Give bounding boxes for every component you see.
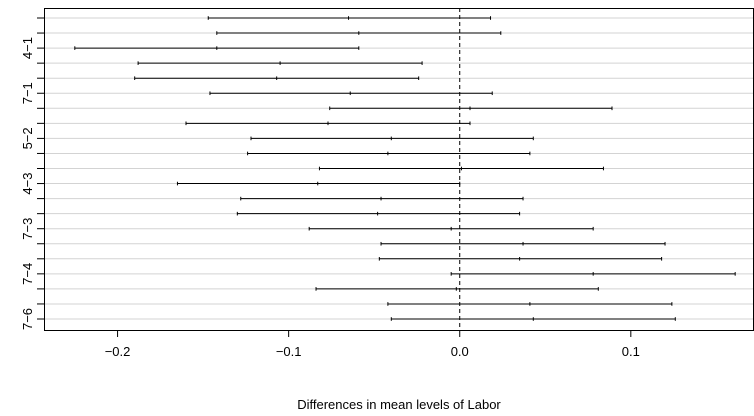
interval-row xyxy=(240,196,524,201)
y-tick-label: 5−2 xyxy=(20,127,35,149)
interval-row xyxy=(207,16,492,20)
interval-row xyxy=(380,241,666,246)
y-tick-label: 4−1 xyxy=(20,37,35,59)
x-tick-label: 0.1 xyxy=(622,344,640,359)
interval-row xyxy=(329,106,613,111)
y-tick-label: 7−3 xyxy=(20,218,35,240)
x-tick-label: −0.2 xyxy=(105,344,131,359)
y-axis: 4−1 7−1 5−2 4−3 7−3 7−4 7−6 xyxy=(20,17,44,330)
x-tick-label: 0.0 xyxy=(451,344,469,359)
interval-row xyxy=(390,317,676,321)
interval-row xyxy=(185,121,471,126)
interval-row xyxy=(450,272,736,276)
interval-row xyxy=(250,136,534,141)
y-tick-label: 7−1 xyxy=(20,82,35,104)
plot-frame xyxy=(44,8,754,331)
interval-row xyxy=(216,31,502,35)
x-axis-title: Differences in mean levels of Labor xyxy=(297,397,501,412)
interval-row xyxy=(378,257,663,261)
interval-row xyxy=(247,151,531,156)
interval-row xyxy=(74,46,360,50)
y-tick-label: 7−4 xyxy=(20,263,35,285)
x-tick-label: −0.1 xyxy=(276,344,302,359)
interval-row xyxy=(318,166,604,171)
interval-row xyxy=(176,181,461,186)
interval-bars xyxy=(74,16,736,321)
interval-row xyxy=(209,91,493,96)
y-tick-label: 7−6 xyxy=(20,308,35,330)
x-axis: −0.2 −0.1 0.0 0.1 xyxy=(105,330,640,359)
y-tick-label: 4−3 xyxy=(20,173,35,195)
interval-row xyxy=(134,76,420,80)
interval-row xyxy=(236,211,521,216)
interval-row xyxy=(308,226,594,231)
interval-row xyxy=(387,302,673,306)
interval-row xyxy=(315,287,599,291)
interval-row xyxy=(137,61,423,65)
